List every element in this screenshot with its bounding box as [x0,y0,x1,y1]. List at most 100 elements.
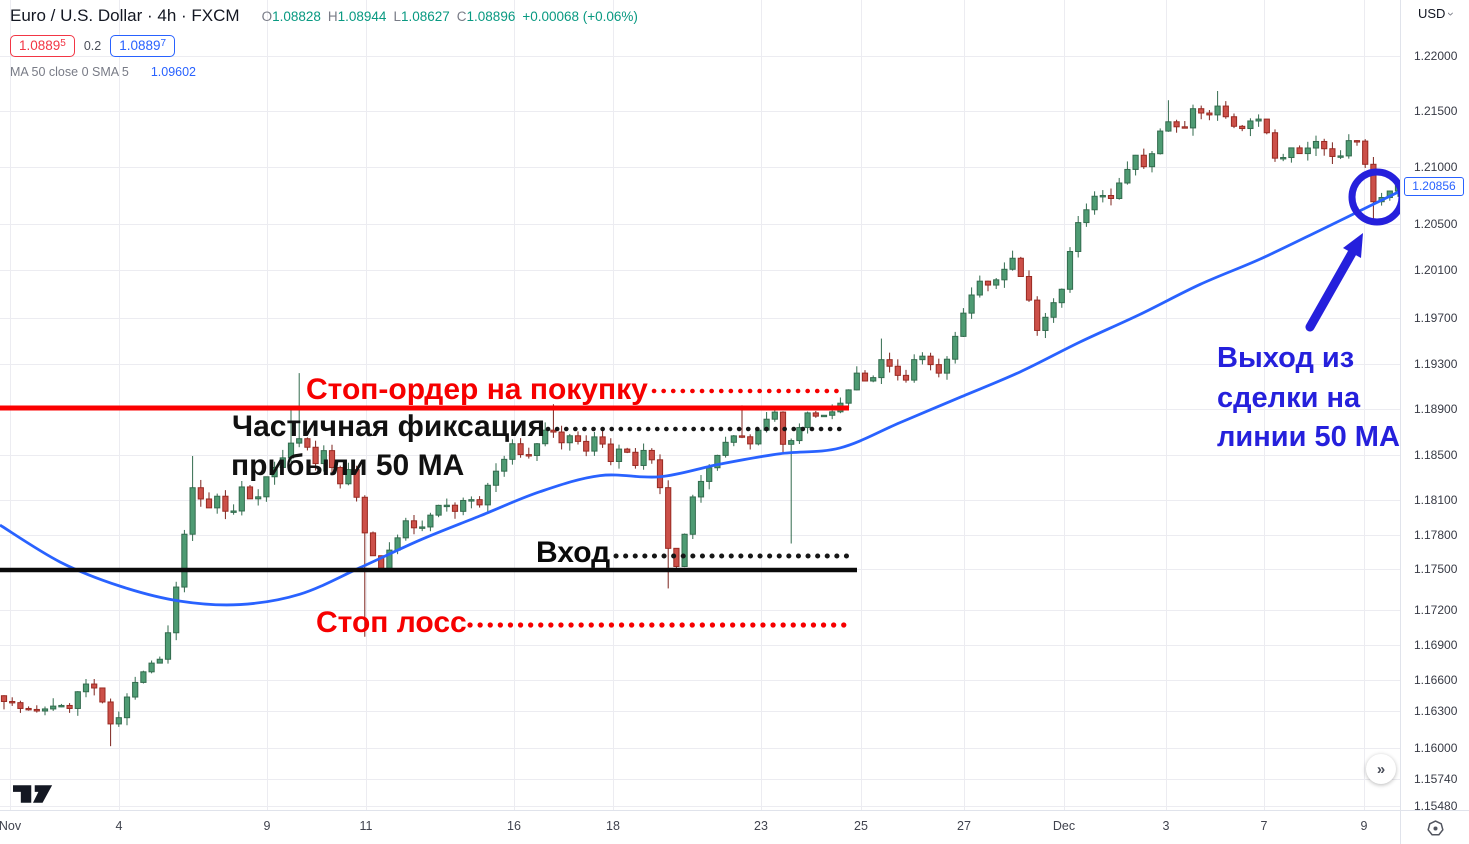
candle-down [205,498,213,509]
candle-down [361,496,368,534]
candle-up [492,470,500,486]
buy-stop-order-label[interactable]: Стоп-ордер на покупку [306,373,648,406]
candle-down [66,704,73,709]
time-tick-label: 7 [1260,819,1268,833]
bid-price-badge[interactable]: 1.08895 [10,35,75,57]
candle-down [812,412,819,417]
candle-down [1239,125,1246,130]
candle-up [1312,140,1320,149]
candle-up [41,708,49,712]
candle-up [230,510,237,513]
candle-down [1140,154,1147,168]
open-value: 1.08828 [272,9,321,24]
candle-up [1075,222,1082,253]
time-tick-label: 4 [115,819,123,833]
candle-down [91,683,98,689]
time-tick-label: Nov [0,819,22,833]
close-value: 1.08896 [466,9,516,24]
candle-up [1042,316,1049,331]
candle-up [320,450,327,465]
candle-up [419,526,426,529]
candle-down [328,450,336,469]
currency-dropdown[interactable]: USD › [1418,6,1458,21]
price-axis[interactable]: USD › 1.22000 1.21500 1.21000 1.20500 1.2010… [1400,0,1469,813]
price-tick-label: 1.16300 [1414,704,1458,718]
exit-label-line1[interactable]: Выход из [1217,342,1355,374]
candle-down [665,487,672,549]
candle-up [1189,108,1197,129]
candle-down [353,469,360,498]
time-axis[interactable]: Nov 4 9 11 16 18 23 25 27 Dec 3 7 9 [0,810,1400,844]
candle-down [1222,105,1229,118]
exit-circle-annotation[interactable] [1348,168,1400,226]
candle-up [829,411,836,416]
tradingview-logo[interactable] [13,784,53,804]
candle-up [542,429,549,445]
exit-arrow-shaft[interactable] [1305,248,1357,332]
candle-down [1370,163,1377,203]
candle-up [878,359,885,379]
candle-up [804,412,811,429]
price-tick-label: 1.16900 [1414,638,1458,652]
candle-up [82,683,90,693]
time-tick-label: Dec [1052,819,1076,833]
candle-up [689,496,696,535]
candle-up [714,454,721,469]
candle-up [1280,157,1287,160]
time-tick-label: 11 [359,819,373,833]
partial-fix-label-line2[interactable]: прибыли 50 MA [231,449,465,482]
symbol-title[interactable]: Euro / U.S. Dollar · 4h · FXCM [10,6,240,25]
exit-label-line2[interactable]: сделки на [1217,382,1361,414]
exit-arrow-head[interactable] [1343,233,1363,258]
candle-up [1255,118,1262,122]
entry-label[interactable]: Вход [536,536,611,569]
candle-down [222,495,229,512]
candle-down [99,687,106,703]
candle-down [1107,195,1115,199]
last-price-badge[interactable]: 1.20856 [1404,177,1464,196]
candle-up [132,681,139,698]
low-value: 1.08627 [400,9,450,24]
candle-down [1263,118,1270,134]
candle-up [820,414,828,418]
candle-up [1214,105,1221,116]
close-label: C [456,9,467,24]
price-tick-label: 1.19700 [1414,311,1458,325]
candle-down [1271,132,1279,159]
candle-down [583,440,590,452]
change-value: +0.00068 (+0.06%) [522,9,638,24]
candle-up [722,441,729,456]
candle-down [1198,108,1205,114]
candle-up [501,458,508,472]
time-tick-label: 27 [957,819,971,833]
candle-down [1025,275,1033,301]
candle-up [681,533,688,567]
partial-fix-label-line1[interactable]: Частичная фиксация [232,410,546,443]
ask-price-badge[interactable]: 1.08897 [110,35,176,57]
candle-up [1058,288,1065,304]
candle-up [919,355,926,361]
candle-down [624,448,631,453]
ma-indicator-legend[interactable]: MA 50 close 0 SMA 5 1.09602 [10,65,638,79]
candle-up [484,484,491,506]
candle-up [1091,195,1098,211]
exit-label-line3[interactable]: линии 50 MA [1217,421,1400,453]
candle-up [1345,140,1352,157]
candle-down [632,451,639,466]
candle-down [1353,140,1361,143]
candle-down [304,438,311,448]
candle-up [460,499,467,512]
candle-up [1157,130,1164,155]
candle-up [50,705,57,710]
ask-price-sup: 7 [160,38,167,49]
stop-loss-label[interactable]: Стоп лосс [316,606,467,639]
crosshair-target-icon[interactable] [1427,819,1444,837]
candle-down [1206,112,1213,116]
price-tick-label: 1.21000 [1414,160,1458,174]
candle-up [296,438,303,444]
price-tick-label: 1.20100 [1414,263,1458,277]
ma50-line[interactable] [0,189,1400,607]
candle-down [476,499,483,506]
candle-up [533,443,541,456]
go-to-realtime-button[interactable]: » [1366,754,1396,784]
